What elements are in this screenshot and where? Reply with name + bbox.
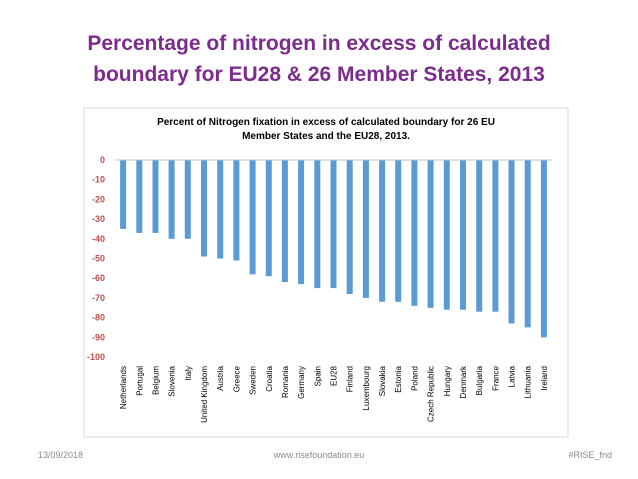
x-tick-label: Portugal xyxy=(135,366,144,396)
chart-title-line-2: Member States and the EU28, 2013. xyxy=(242,131,410,142)
y-axis: 0 -10 -20 -30 -40 -50 -60 -70 -80 -90 -100 xyxy=(87,155,105,362)
bar xyxy=(443,160,450,310)
bar xyxy=(508,160,515,324)
footer-website: www.risefoundation.eu xyxy=(273,450,365,460)
bar xyxy=(346,160,353,294)
x-tick-label: Estonia xyxy=(394,365,403,392)
x-tick-label: United Kingdom xyxy=(200,366,209,423)
x-tick-label: Croatia xyxy=(265,365,274,391)
bar xyxy=(427,160,434,308)
x-tick-label: Poland xyxy=(410,366,419,391)
x-tick-label: Latvia xyxy=(508,365,517,387)
y-tick-label: -40 xyxy=(92,234,105,244)
bar xyxy=(201,160,207,257)
bar xyxy=(136,160,143,233)
bar xyxy=(540,160,547,338)
x-tick-label: Denmark xyxy=(459,365,468,398)
bar xyxy=(330,160,337,289)
bar xyxy=(524,160,531,328)
footer-hashtag: #RISE_fnd xyxy=(568,450,612,460)
bar xyxy=(395,160,402,302)
bar xyxy=(233,160,240,261)
bar xyxy=(168,160,175,239)
bar xyxy=(217,160,224,259)
x-tick-label: Sweden xyxy=(249,366,258,395)
y-tick-label: -20 xyxy=(92,194,105,204)
bar xyxy=(379,160,386,302)
bar-series xyxy=(120,160,547,338)
x-tick-label: EU28 xyxy=(330,365,339,386)
bar xyxy=(460,160,466,310)
slide-title-line-2: boundary for EU28 & 26 Member States, 20… xyxy=(93,63,545,86)
bar xyxy=(249,160,256,275)
bar xyxy=(492,160,499,312)
x-tick-label: Slovenia xyxy=(168,365,177,396)
y-tick-label: -10 xyxy=(92,175,105,185)
x-tick-label: Finland xyxy=(346,366,355,392)
x-tick-label: Czech Republic xyxy=(427,366,436,422)
bar xyxy=(152,160,159,233)
bar xyxy=(411,160,418,306)
x-axis-labels: Netherlands Portugal Belgium Slovenia Italy U… xyxy=(119,365,549,423)
x-tick-label: Greece xyxy=(232,365,241,392)
bar xyxy=(362,160,369,298)
x-tick-label: Germany xyxy=(297,366,306,399)
x-tick-label: Hungary xyxy=(443,366,452,396)
x-tick-label: Slovakia xyxy=(378,365,387,396)
y-tick-label: 0 xyxy=(100,155,105,165)
chart-title-line-1: Percent of Nitrogen fixation in excess o… xyxy=(157,117,495,128)
x-tick-label: Austria xyxy=(216,365,225,390)
bar xyxy=(476,160,483,312)
bar xyxy=(298,160,305,285)
bar xyxy=(184,160,191,239)
bar xyxy=(314,160,321,289)
y-tick-label: -50 xyxy=(92,254,105,264)
slide-title: Percentage of nitrogen in excess of calc… xyxy=(20,28,618,90)
x-tick-label: Belgium xyxy=(152,366,161,395)
x-tick-label: Ireland xyxy=(540,366,549,390)
x-tick-label: Luxembourg xyxy=(362,366,371,410)
x-tick-label: Spain xyxy=(313,366,322,386)
bar xyxy=(281,160,288,283)
y-tick-label: -70 xyxy=(92,293,105,303)
y-tick-label: -60 xyxy=(92,273,105,283)
x-tick-label: Italy xyxy=(184,366,193,381)
y-tick-label: -100 xyxy=(87,352,105,362)
footer-date: 13/09/2018 xyxy=(38,450,84,460)
y-tick-label: -30 xyxy=(92,214,105,224)
slide-title-line-1: Percentage of nitrogen in excess of calc… xyxy=(87,32,551,55)
bar xyxy=(265,160,272,277)
chart-area xyxy=(83,107,569,438)
x-tick-label: France xyxy=(491,365,500,390)
x-tick-label: Lithuania xyxy=(524,365,533,398)
x-tick-label: Bulgaria xyxy=(475,365,484,395)
bar xyxy=(120,160,127,229)
y-tick-label: -90 xyxy=(92,332,105,342)
x-tick-label: Romania xyxy=(281,365,290,398)
y-tick-label: -80 xyxy=(92,313,105,323)
x-tick-label: Netherlands xyxy=(119,366,128,409)
